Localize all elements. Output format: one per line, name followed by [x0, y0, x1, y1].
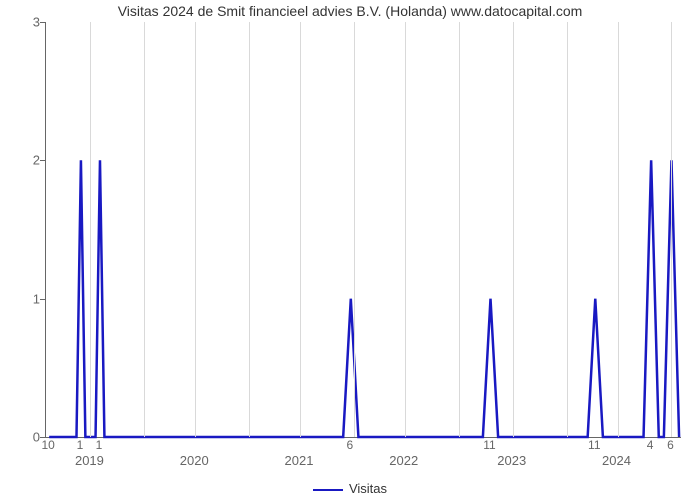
chart-container: Visitas 2024 de Smit financieel advies B…	[0, 0, 700, 500]
y-tick	[40, 160, 45, 161]
grid-line-vertical	[567, 22, 568, 437]
y-tick-label: 2	[20, 153, 40, 168]
x-value-label: 11	[588, 438, 600, 452]
x-value-label: 11	[483, 438, 495, 452]
grid-line-vertical	[459, 22, 460, 437]
plot-area	[45, 22, 681, 438]
legend-label: Visitas	[349, 481, 387, 496]
grid-line-vertical	[513, 22, 514, 437]
grid-line-vertical	[618, 22, 619, 437]
x-year-label: 2024	[602, 453, 631, 468]
grid-line-vertical	[249, 22, 250, 437]
x-value-label: 4	[647, 438, 654, 452]
grid-line-vertical	[671, 22, 672, 437]
x-value-label: 1	[96, 438, 103, 452]
grid-line-vertical	[195, 22, 196, 437]
x-year-label: 2021	[285, 453, 314, 468]
x-year-label: 2022	[389, 453, 418, 468]
grid-line-vertical	[90, 22, 91, 437]
y-tick-label: 1	[20, 291, 40, 306]
grid-line-vertical	[300, 22, 301, 437]
y-tick	[40, 22, 45, 23]
chart-title: Visitas 2024 de Smit financieel advies B…	[0, 3, 700, 19]
x-year-label: 2023	[497, 453, 526, 468]
x-value-label: 6	[667, 438, 674, 452]
grid-line-vertical	[405, 22, 406, 437]
grid-line-vertical	[354, 22, 355, 437]
x-year-label: 2019	[75, 453, 104, 468]
grid-line-vertical	[144, 22, 145, 437]
y-tick-label: 3	[20, 15, 40, 30]
x-value-label: 6	[346, 438, 353, 452]
x-value-label: 1	[77, 438, 84, 452]
y-tick	[40, 299, 45, 300]
legend: Visitas	[0, 481, 700, 496]
x-year-label: 2020	[180, 453, 209, 468]
x-value-label: 10	[41, 438, 54, 452]
series-line	[46, 22, 681, 437]
legend-line-swatch	[313, 489, 343, 491]
y-tick-label: 0	[20, 430, 40, 445]
